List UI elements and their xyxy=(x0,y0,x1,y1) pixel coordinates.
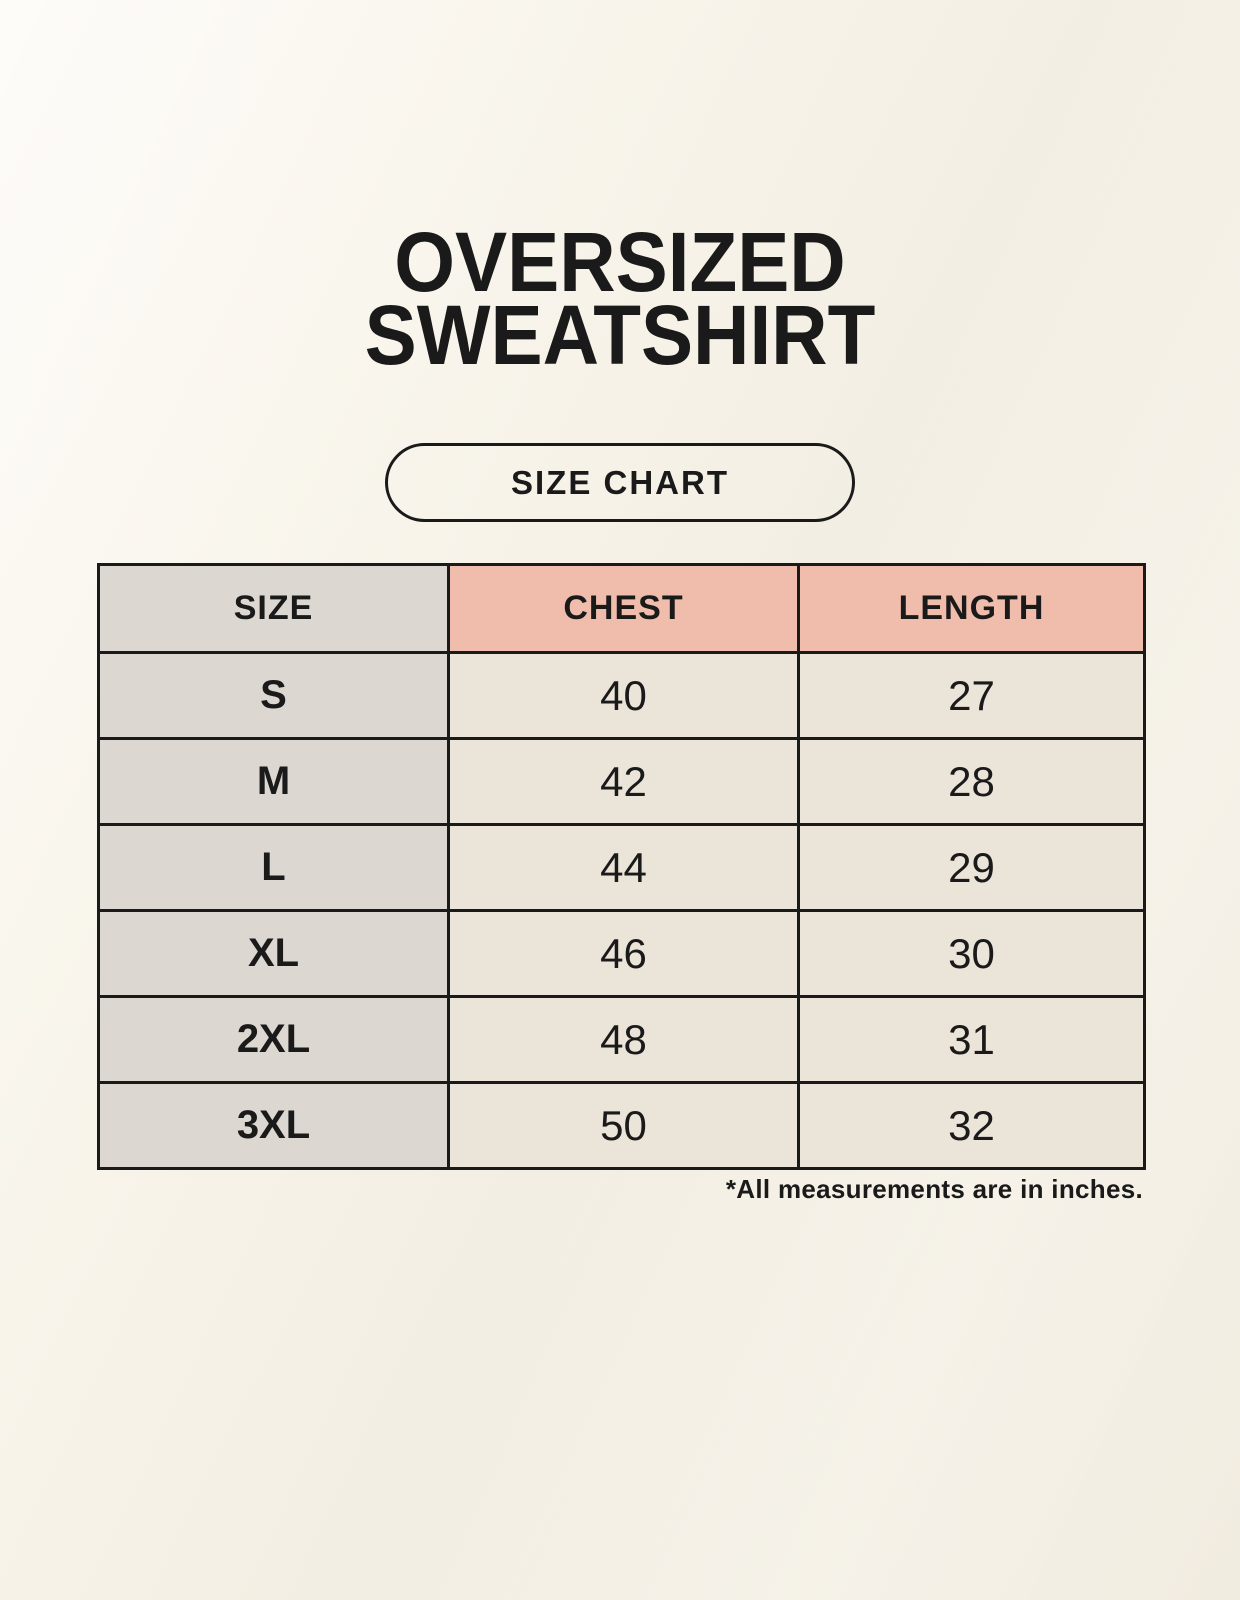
table-row: 3XL 50 32 xyxy=(97,1081,1146,1170)
size-cell: M xyxy=(97,737,450,826)
chest-cell: 46 xyxy=(447,909,800,998)
table-row: L 44 29 xyxy=(97,823,1146,912)
table-row: M 42 28 xyxy=(97,737,1146,826)
size-chart-button[interactable]: SIZE CHART xyxy=(385,443,855,522)
column-header-size: SIZE xyxy=(97,563,450,654)
size-chart-button-label: SIZE CHART xyxy=(511,463,729,501)
measurements-footnote: *All measurements are in inches. xyxy=(725,1174,1143,1204)
chest-cell: 44 xyxy=(447,823,800,912)
page-title-line1: OVERSIZED xyxy=(394,215,846,309)
chest-cell: 40 xyxy=(447,651,800,740)
column-header-chest: CHEST xyxy=(447,563,800,654)
column-header-length: LENGTH xyxy=(797,563,1146,654)
size-cell: 2XL xyxy=(97,995,450,1084)
size-chart-table: SIZE CHEST LENGTH S 40 27 M 42 28 L 44 2… xyxy=(97,563,1146,1170)
table-row: XL 46 30 xyxy=(97,909,1146,998)
page-title: OVERSIZED SWEATSHIRT xyxy=(0,215,1240,382)
size-cell: 3XL xyxy=(97,1081,450,1170)
length-cell: 30 xyxy=(797,909,1146,998)
size-cell: XL xyxy=(97,909,450,998)
chest-cell: 48 xyxy=(447,995,800,1084)
size-cell: L xyxy=(97,823,450,912)
length-cell: 31 xyxy=(797,995,1146,1084)
chest-cell: 50 xyxy=(447,1081,800,1170)
table-row: 2XL 48 31 xyxy=(97,995,1146,1084)
page-title-line2: SWEATSHIRT xyxy=(364,288,876,382)
size-cell: S xyxy=(97,651,450,740)
length-cell: 27 xyxy=(797,651,1146,740)
header-row: SIZE CHEST LENGTH xyxy=(97,563,1146,654)
length-cell: 32 xyxy=(797,1081,1146,1170)
chest-cell: 42 xyxy=(447,737,800,826)
length-cell: 29 xyxy=(797,823,1146,912)
length-cell: 28 xyxy=(797,737,1146,826)
table-row: S 40 27 xyxy=(97,651,1146,740)
